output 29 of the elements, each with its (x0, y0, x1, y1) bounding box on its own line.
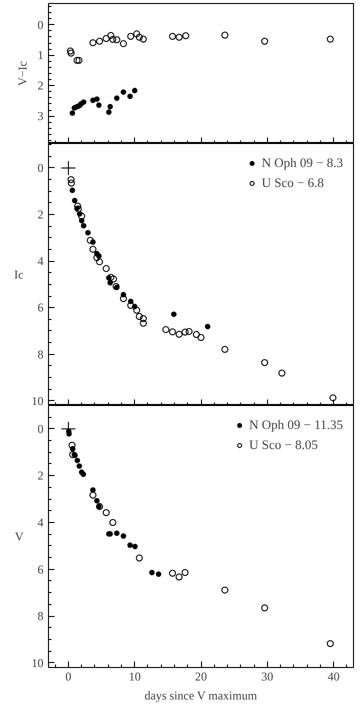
y-tick-label: 0 (38, 422, 44, 436)
legend-label: N Oph 09 − 8.3 (262, 155, 343, 171)
x-tick-label: 0 (65, 670, 72, 684)
y-tick-label: 2 (38, 468, 44, 483)
y-tick-label: 0 (38, 18, 44, 32)
y-tick-label: 3 (38, 109, 44, 124)
y-tick-label: 8 (38, 347, 44, 362)
x-tick-label: 10 (128, 670, 141, 684)
y-tick-label: 0 (38, 160, 44, 175)
legend-label: U Sco − 6.8 (262, 175, 324, 191)
y-tick-label: 6 (38, 562, 44, 576)
y-tick-label: 8 (38, 609, 44, 624)
y-tick-label: 1 (38, 48, 44, 62)
y-tick-label: 4 (38, 254, 44, 268)
y-axis-title: V−Ic (16, 61, 30, 86)
y-tick-label: 2 (38, 78, 44, 93)
x-tick-label: 40 (328, 670, 340, 684)
y-tick-label: 6 (38, 300, 44, 315)
legend-label: U Sco − 8.05 (249, 437, 318, 453)
y-axis-title: Ic (14, 268, 24, 282)
y-tick-label: 2 (38, 208, 44, 222)
x-axis-title: days since V maximum (144, 688, 258, 702)
y-tick-label: 10 (32, 656, 44, 670)
x-tick-label: 20 (195, 670, 207, 684)
y-tick-label: 4 (38, 515, 44, 530)
y-axis-title: V (14, 530, 24, 544)
x-tick-label: 30 (261, 670, 274, 684)
y-tick-label: 10 (32, 394, 44, 408)
legend-label: N Oph 09 − 11.35 (249, 417, 343, 433)
